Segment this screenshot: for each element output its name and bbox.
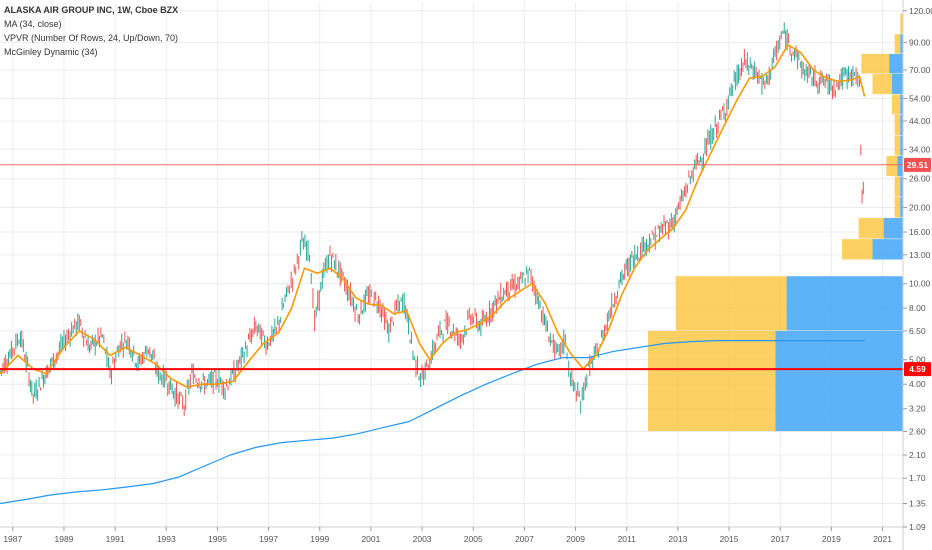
- volume-profile-up-bar: [900, 197, 903, 218]
- x-tick-label: 2005: [464, 534, 483, 544]
- volume-profile-up-bar: [889, 53, 903, 74]
- volume-profile-down-bar: [842, 239, 873, 260]
- volume-profile-down-bar: [900, 13, 903, 34]
- x-tick-label: 2009: [566, 534, 585, 544]
- y-tick-label: 2.60: [909, 427, 926, 437]
- volume-profile-up-bar: [900, 135, 903, 156]
- volume-profile-down-bar: [886, 155, 898, 177]
- x-tick-label: 2007: [515, 534, 534, 544]
- y-tick-label: 16.00: [909, 227, 931, 237]
- volume-profile-up-bar: [883, 217, 903, 239]
- volume-profile-down-bar: [675, 276, 787, 331]
- y-tick-label: 5.00: [909, 355, 926, 365]
- y-tick-label: 90.00: [909, 37, 931, 47]
- x-tick-label: 2011: [618, 534, 637, 544]
- x-tick-label: 2015: [720, 534, 739, 544]
- x-tick-label: 1991: [106, 534, 125, 544]
- volume-profile-down-bar: [894, 135, 901, 156]
- y-tick-label: 2.10: [909, 450, 926, 460]
- chart-legend: ALASKA AIR GROUP INC, 1W, Cboe BZX MA (3…: [4, 3, 178, 59]
- volume-profile-up-bar: [891, 73, 903, 94]
- x-tick-label: 2017: [771, 534, 790, 544]
- volume-profile-up-bar: [900, 176, 903, 197]
- vpvr-indicator-label[interactable]: VPVR (Number Of Rows, 24, Up/Down, 70): [4, 33, 179, 43]
- x-tick-label: 2021: [873, 534, 892, 544]
- y-tick-label: 44.00: [909, 116, 931, 126]
- volume-profile-up-bar: [900, 114, 903, 136]
- x-tick-label: 1987: [3, 534, 22, 544]
- volume-profile-up-bar: [775, 330, 903, 432]
- x-tick-label: 2019: [822, 534, 841, 544]
- symbol-title: ALASKA AIR GROUP INC, 1W, Cboe BZX: [4, 5, 179, 15]
- y-tick-label: 4.00: [909, 379, 926, 389]
- volume-profile-down-bar: [894, 197, 901, 218]
- x-tick-label: 2003: [413, 534, 432, 544]
- level-price-badge-bg: [904, 362, 931, 377]
- volume-profile: [648, 13, 903, 432]
- x-tick-label: 2013: [668, 534, 687, 544]
- mcginley-indicator-label[interactable]: McGinley Dynamic (34): [4, 47, 98, 57]
- level-price-badge: 4.59: [909, 364, 926, 374]
- y-tick-label: 54.00: [909, 93, 931, 103]
- volume-profile-down-bar: [894, 176, 901, 197]
- y-tick-label: 13.00: [909, 250, 931, 260]
- mcginley-line: [0, 44, 866, 388]
- volume-profile-down-bar: [861, 53, 890, 74]
- ma-indicator-label[interactable]: MA (34, close): [4, 19, 62, 29]
- x-tick-label: 1993: [157, 534, 176, 544]
- x-tick-label: 1997: [259, 534, 278, 544]
- y-tick-label: 20.00: [909, 203, 931, 213]
- y-tick-label: 10.00: [909, 279, 931, 289]
- volume-profile-up-bar: [872, 239, 903, 260]
- volume-profile-down-bar: [894, 114, 901, 136]
- y-tick-label: 3.20: [909, 404, 926, 414]
- current-price-badge-bg: [904, 157, 931, 172]
- volume-profile-up-bar: [900, 34, 903, 54]
- current-price-badge: 29.51: [907, 160, 929, 170]
- volume-profile-down-bar: [648, 330, 776, 432]
- y-tick-label: 1.35: [909, 499, 926, 509]
- y-tick-label: 1.70: [909, 473, 926, 483]
- x-tick-label: 1995: [208, 534, 227, 544]
- y-tick-label: 6.50: [909, 326, 926, 336]
- ma-line: [0, 340, 865, 505]
- volume-profile-up-bar: [900, 94, 903, 115]
- y-tick-label: 120.00: [909, 6, 932, 16]
- volume-profile-down-bar: [891, 94, 901, 115]
- y-tick-label: 26.00: [909, 174, 931, 184]
- x-tick-label: 1989: [54, 534, 73, 544]
- volume-profile-down-bar: [894, 34, 901, 54]
- y-tick-label: 34.00: [909, 144, 931, 154]
- x-tick-label: 1999: [310, 534, 329, 544]
- y-tick-label: 70.00: [909, 65, 931, 75]
- y-tick-label: 1.09: [909, 522, 926, 532]
- volume-profile-up-bar: [897, 155, 903, 177]
- volume-profile-down-bar: [858, 217, 884, 239]
- y-tick-label: 8.00: [909, 303, 926, 313]
- volume-profile-up-bar: [786, 276, 903, 331]
- volume-profile-down-bar: [872, 73, 892, 94]
- x-tick-label: 2001: [361, 534, 380, 544]
